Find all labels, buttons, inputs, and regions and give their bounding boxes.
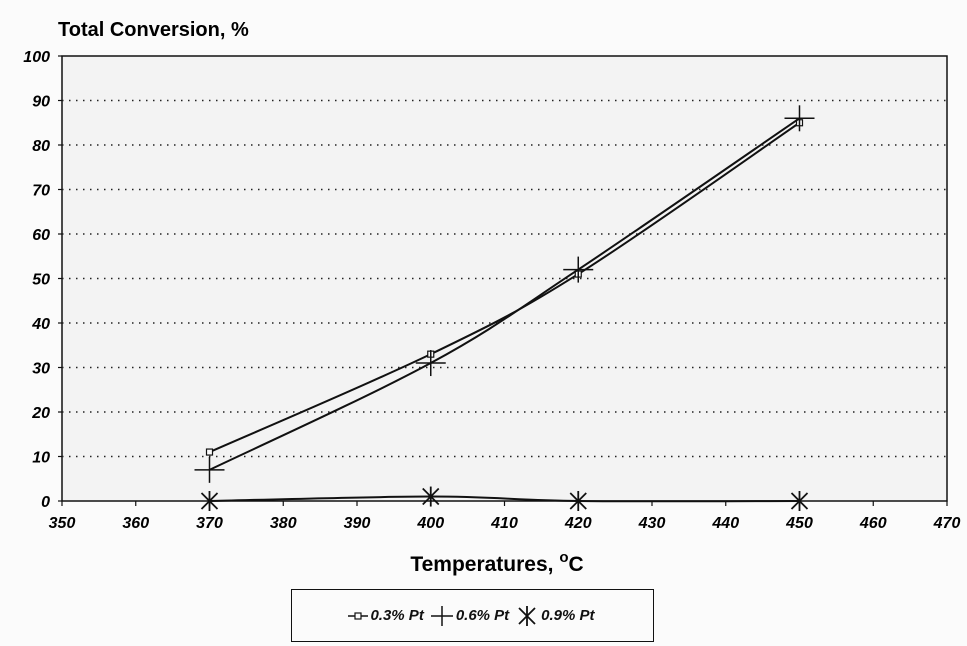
- data-point: [563, 256, 594, 283]
- data-point: [200, 491, 219, 511]
- series-layer: [194, 105, 815, 511]
- x-tick-label: 400: [416, 515, 444, 532]
- x-axis-label: Temperatures, oC: [410, 549, 583, 576]
- legend-item: 0.9% Pt: [515, 604, 596, 628]
- y-tick-label: 30: [32, 361, 50, 378]
- legend-marker-icon: [348, 611, 369, 620]
- y-tick-label: 40: [31, 316, 50, 333]
- data-point: [422, 486, 440, 507]
- x-tick-label: 450: [785, 515, 813, 532]
- legend-marker-icon: [518, 605, 536, 626]
- series-line: [209, 117, 801, 471]
- series-3: [200, 486, 809, 511]
- x-tick-label: 390: [344, 515, 371, 532]
- legend-label: 0.9% Pt: [541, 607, 595, 624]
- y-tick-label: 90: [32, 94, 50, 111]
- data-point: [790, 491, 809, 511]
- grid: [62, 99, 947, 458]
- x-tick-label: 380: [270, 515, 297, 532]
- x-tick-label: 370: [196, 515, 223, 532]
- legend-marker-icon: [430, 605, 453, 626]
- y-tick-label: 50: [32, 272, 50, 289]
- x-tick-label: 410: [490, 515, 518, 532]
- y-tick-label: 70: [32, 183, 50, 200]
- legend-item: 0.6% Pt: [430, 604, 511, 628]
- legend-square: [354, 611, 363, 620]
- x-tick-label: 430: [638, 515, 666, 532]
- series-line: [209, 495, 800, 503]
- y-tick-label: 80: [32, 138, 50, 155]
- x-tick-label: 470: [933, 515, 961, 532]
- x-tick-label: 460: [859, 515, 887, 532]
- data-point: [194, 456, 225, 483]
- y-tick-label: 100: [23, 49, 50, 66]
- data-point: [415, 350, 446, 377]
- x-tick-label: 350: [49, 515, 76, 532]
- y-tick-label: 10: [32, 450, 50, 467]
- legend-label: 0.6% Pt: [455, 607, 510, 624]
- legend-label: 0.3% Pt: [370, 607, 424, 624]
- chart-title: Total Conversion, %: [58, 19, 249, 41]
- y-tick-label: 20: [31, 405, 50, 422]
- y-axis-ticks: 0 10 20 30 40 50 60 70 80 90 100: [23, 49, 62, 511]
- x-tick-label: 420: [564, 515, 592, 532]
- data-point: [784, 105, 815, 132]
- series-2: [194, 105, 815, 483]
- data-point: [569, 491, 587, 511]
- data-point: [205, 448, 214, 456]
- legend: 0.3% Pt 0.6% Pt 0.9% Pt: [291, 589, 654, 642]
- y-tick-label: 0: [41, 494, 50, 511]
- x-axis-ticks: 350 360 370 380 390 400 410 420 430 440 450 460 470: [49, 501, 961, 532]
- legend-item: 0.3% Pt: [348, 604, 425, 628]
- y-tick-label: 60: [32, 227, 50, 244]
- x-tick-label: 440: [711, 515, 739, 532]
- x-tick-label: 360: [122, 515, 149, 532]
